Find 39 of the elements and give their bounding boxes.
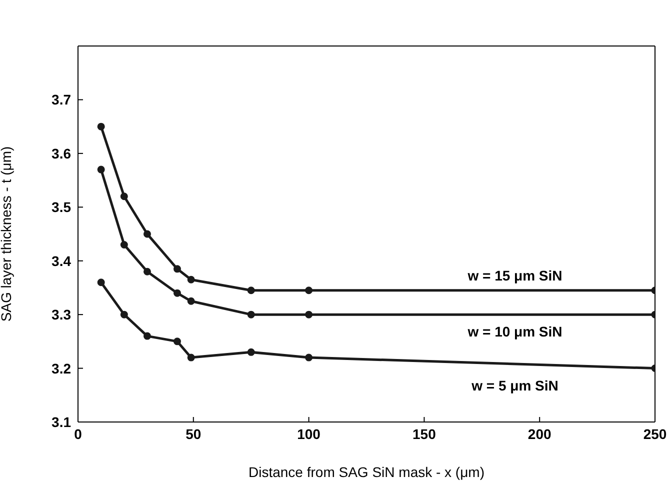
- point: [97, 122, 105, 130]
- y-axis-title: SAG layer thickness - t (μm): [0, 146, 14, 322]
- point: [173, 265, 181, 273]
- y-tick-label: 3.5: [52, 199, 72, 216]
- point: [173, 338, 181, 346]
- y-tick-label: 3.6: [52, 145, 72, 162]
- y-tick-label: 3.2: [52, 360, 72, 376]
- point: [143, 332, 151, 340]
- point: [187, 354, 195, 362]
- point: [120, 310, 128, 318]
- y-tick-label: 3.1: [52, 414, 72, 430]
- point: [97, 278, 105, 286]
- x-tick-label: 150: [412, 426, 436, 442]
- y-tick-label: 3.4: [52, 252, 72, 269]
- point: [247, 286, 255, 294]
- point: [247, 310, 255, 318]
- point: [97, 166, 105, 174]
- point: [120, 240, 128, 248]
- point: [247, 348, 255, 356]
- series-label: w = 10 μm SiN: [466, 324, 562, 340]
- x-tick-label: 250: [643, 426, 667, 442]
- series-label: w = 5 μm SiN: [470, 377, 558, 394]
- x-tick-label: 200: [528, 426, 552, 442]
- point: [305, 286, 313, 294]
- point: [120, 192, 128, 200]
- y-tick-label: 3.3: [52, 306, 72, 323]
- point: [173, 289, 181, 297]
- point: [143, 268, 151, 276]
- x-axis-title: Distance from SAG SiN mask - x (μm): [248, 464, 484, 480]
- point: [143, 230, 151, 238]
- x-tick-label: 100: [297, 426, 321, 442]
- point: [305, 354, 313, 362]
- x-tick-label: 0: [74, 426, 82, 442]
- point: [187, 276, 195, 284]
- point: [187, 297, 195, 305]
- x-tick-label: 50: [186, 426, 202, 442]
- point: [305, 310, 313, 318]
- y-tick-label: 3.7: [52, 92, 72, 108]
- series-label: w = 15 μm SiN: [466, 267, 562, 284]
